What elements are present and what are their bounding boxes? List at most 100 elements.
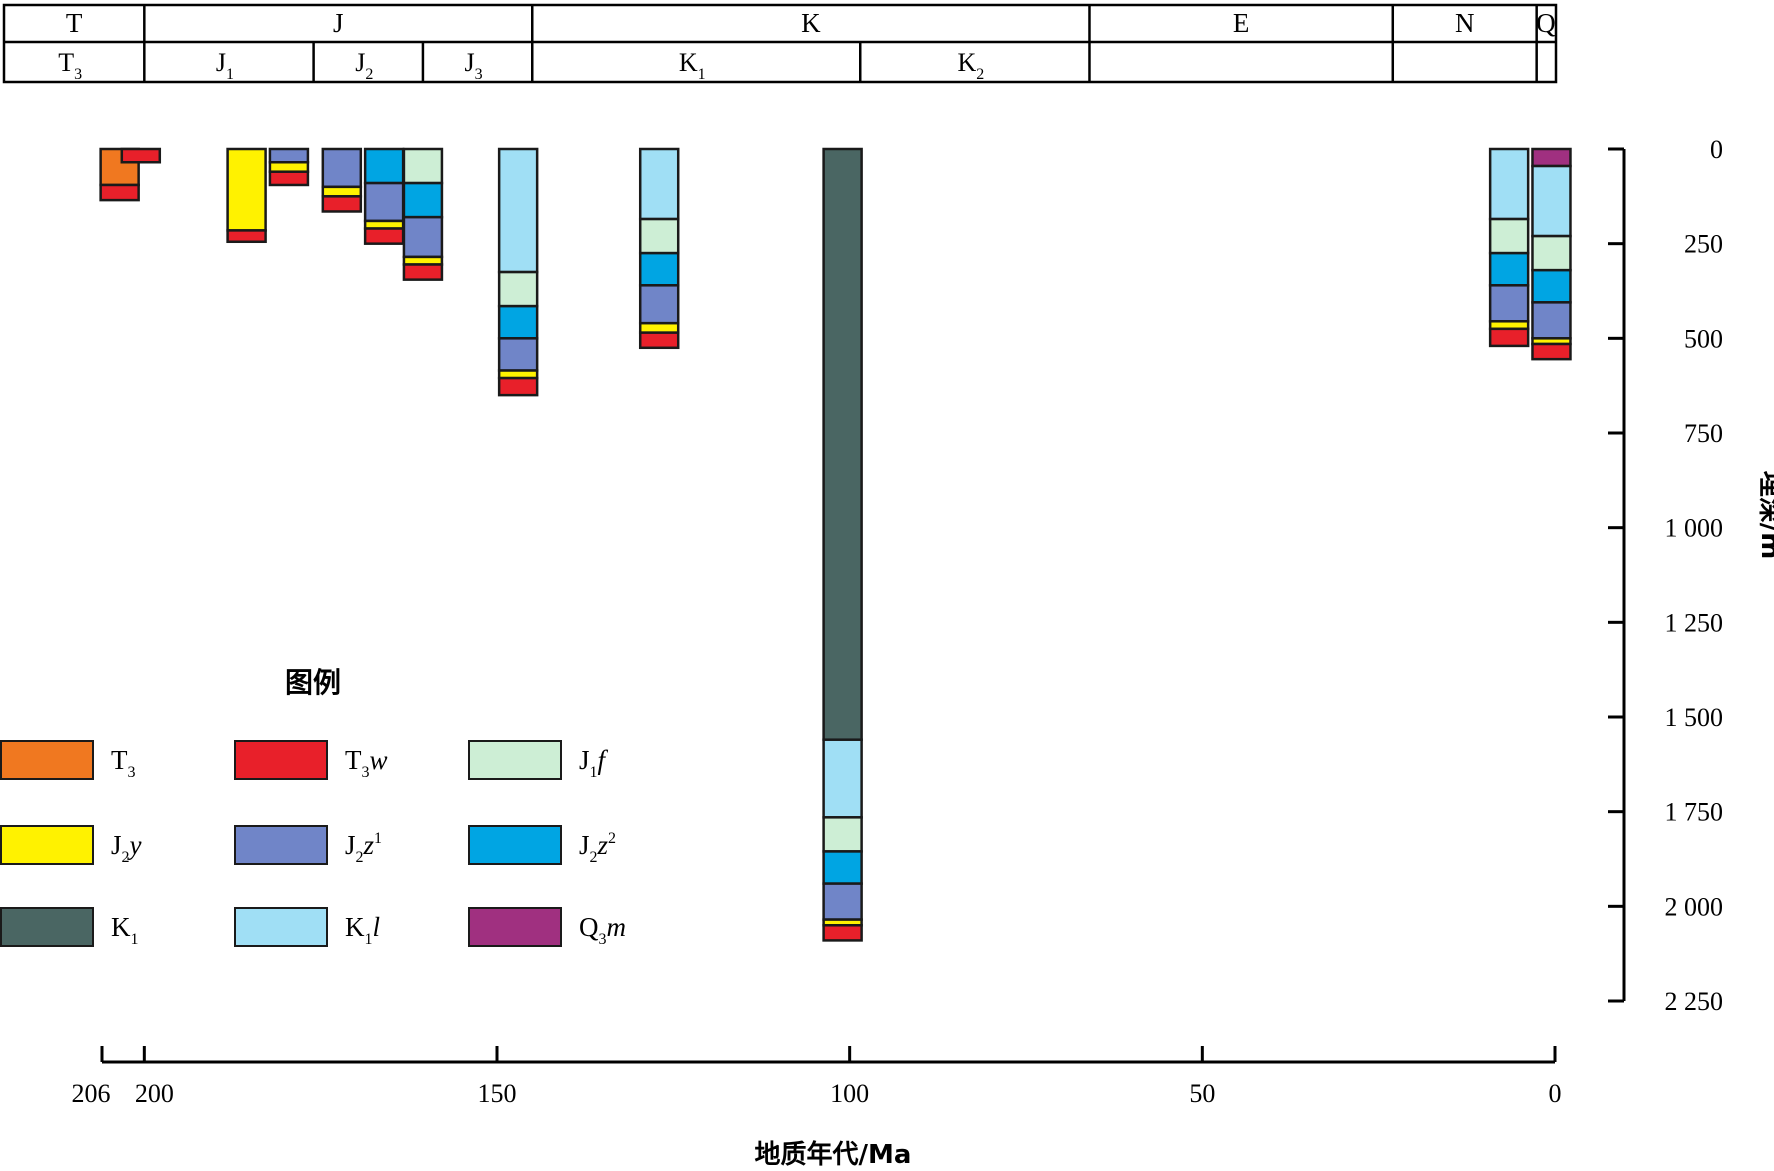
series-label-J2: J2 (355, 48, 373, 83)
layer-T3w (638, 331, 680, 350)
layer-J2z1 (638, 284, 680, 325)
legend-swatch (468, 825, 562, 865)
burial-column (363, 147, 405, 245)
layer-T3w (99, 183, 140, 202)
depth-axis: 埋深/m 0 250 500 750 1 000 1 250 1 500 1 750 2 000… (1608, 135, 1774, 1016)
layer-J2z1 (1531, 301, 1572, 340)
layer-K1l (1488, 147, 1530, 221)
layer-K1l (822, 738, 863, 819)
y-tick-label: 0 (1710, 135, 1723, 164)
legend-label: K1l (345, 912, 380, 948)
legend-label: K1 (111, 912, 139, 948)
legend-swatch (468, 907, 562, 947)
layer-J2z1 (1488, 284, 1530, 323)
y-tick-label: 250 (1684, 230, 1723, 259)
age-axis: 地质年代/Ma 206 200 150 100 50 0 (72, 1046, 1562, 1170)
layer-T3w (120, 147, 162, 164)
system-label-Q: Q (1536, 8, 1556, 38)
layer-J2z2 (1531, 268, 1572, 304)
burial-column (1531, 147, 1572, 361)
legend-swatch (0, 740, 94, 780)
x-tick-label: 200 (135, 1079, 174, 1108)
burial-columns (99, 147, 1572, 942)
legend-swatch (234, 907, 328, 947)
layer-J1f (638, 217, 680, 255)
legend-item-J1f: J1f (468, 740, 609, 781)
burial-column (1488, 147, 1530, 348)
burial-column (120, 147, 162, 164)
legend-item-Q3m: Q3m (468, 907, 626, 948)
layer-J1f (1488, 217, 1530, 255)
layer-J2y (638, 321, 680, 334)
layer-K1 (822, 147, 863, 741)
y-tick-label: 1 750 (1665, 798, 1724, 827)
stratigraphic-header: T J K E N Q T3 J1 J2 J3 K1 K2 (2, 3, 1558, 84)
legend-item-T3: T3 (0, 740, 136, 781)
burial-column (402, 147, 444, 281)
layer-T3w (226, 229, 267, 244)
system-label-T: T (66, 8, 83, 38)
legend-swatch (0, 907, 94, 947)
burial-column (321, 147, 363, 213)
series-label-T3: T3 (58, 48, 82, 83)
legend-label: J2z1 (345, 830, 382, 866)
layer-J2z2 (402, 181, 444, 219)
x-tick-label: 206 (72, 1079, 111, 1108)
legend-label: T3w (345, 745, 388, 781)
y-tick-label: 1 250 (1665, 608, 1724, 637)
layer-T3w (363, 227, 405, 245)
layer-J2y (226, 147, 267, 232)
y-tick-label: 2 250 (1665, 987, 1724, 1016)
layer-J2z2 (1488, 251, 1530, 287)
legend-label: Q3m (579, 912, 626, 948)
layer-T3w (321, 195, 363, 213)
layer-J2z1 (822, 882, 863, 921)
y-tick-label: 1 500 (1665, 703, 1724, 732)
legend-title: 图例 (285, 666, 341, 699)
layer-J2z2 (822, 850, 863, 885)
x-tick-label: 50 (1189, 1079, 1215, 1108)
layer-T3w (268, 170, 310, 187)
y-axis-label: 埋深/m (1755, 471, 1774, 560)
y-tick-label: 500 (1684, 324, 1723, 353)
layer-T3w (497, 376, 539, 397)
layer-T3w (822, 924, 863, 942)
x-axis-label: 地质年代/Ma (755, 1139, 912, 1170)
x-tick-label: 0 (1549, 1079, 1562, 1108)
legend-item-K1: K1 (0, 907, 139, 948)
legend-label: T3 (111, 745, 136, 781)
y-tick-label: 750 (1684, 419, 1723, 448)
system-label-E: E (1233, 8, 1250, 38)
series-label-J3: J3 (465, 48, 483, 83)
layer-J2z1 (497, 337, 539, 372)
legend-item-K1l: K1l (234, 907, 380, 948)
y-tick-label: 1 000 (1665, 514, 1724, 543)
layer-J1f (1531, 234, 1572, 272)
layer-J2y (268, 161, 310, 173)
layer-J2y (321, 185, 363, 198)
burial-column (497, 147, 539, 397)
series-label-J1: J1 (216, 48, 234, 83)
x-tick-label: 100 (830, 1079, 869, 1108)
legend-swatch (234, 825, 328, 865)
layer-J2z1 (363, 181, 405, 223)
y-tick-label: 2 000 (1665, 892, 1724, 921)
layer-J1f (822, 816, 863, 853)
layer-K1l (497, 147, 539, 274)
burial-column (268, 147, 310, 187)
layer-T3w (1488, 327, 1530, 348)
layer-J2z1 (268, 147, 310, 164)
legend-swatch (468, 740, 562, 780)
layer-J2z2 (638, 251, 680, 287)
series-label-K2: K2 (957, 48, 984, 83)
legend-swatch (0, 825, 94, 865)
layer-J2z2 (497, 304, 539, 340)
burial-column (638, 147, 680, 350)
legend-label: J2z2 (579, 830, 616, 866)
legend-item-T3w: T3w (234, 740, 388, 781)
layer-J1f (497, 270, 539, 308)
legend-item-J2y: J2y (0, 825, 142, 866)
system-label-J: J (333, 8, 344, 38)
series-label-K1: K1 (679, 48, 706, 83)
system-label-N: N (1455, 8, 1475, 38)
